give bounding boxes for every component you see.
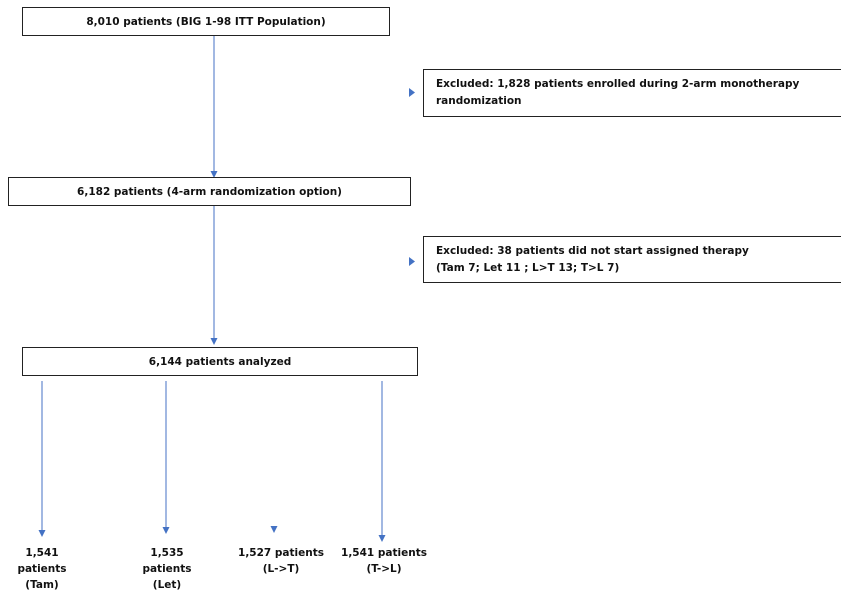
arm-tam: 1,541 patients (Tam) bbox=[17, 545, 66, 593]
arm-tam-count: 1,541 bbox=[25, 547, 59, 559]
arm-l-to-t-label: (L->T) bbox=[262, 563, 300, 575]
arrow-arm-lt-head bbox=[270, 526, 278, 533]
arm-l-to-t-count: 1,527 patients bbox=[238, 547, 324, 559]
analyzed-text: 6,144 patients analyzed bbox=[148, 355, 292, 368]
exclusion-box-1: Excluded: 1,828 patients enrolled during… bbox=[423, 69, 841, 117]
arrow-arm-tam-head bbox=[38, 530, 46, 537]
arm-t-to-l: 1,541 patients (T->L) bbox=[341, 545, 427, 577]
arm-tam-unit: patients bbox=[17, 563, 67, 575]
exclusion-2-line-2: (Tam 7; Let 11 ; L>T 13; T>L 7) bbox=[436, 262, 620, 274]
exclusion-1-arrowhead bbox=[409, 88, 415, 97]
arm-let-unit: patients bbox=[142, 563, 192, 575]
arm-let-count: 1,535 bbox=[150, 547, 184, 559]
arrow-top-to-middle-head bbox=[210, 171, 218, 178]
exclusion-2-line-1: Excluded: 38 patients did not start assi… bbox=[436, 245, 749, 257]
randomization-box: 6,182 patients (4-arm randomization opti… bbox=[8, 177, 411, 206]
arm-let: 1,535 patients (Let) bbox=[142, 545, 191, 593]
exclusion-1-line-1: Excluded: 1,828 patients enrolled during… bbox=[436, 78, 800, 90]
arrow-middle-to-analyzed-head bbox=[210, 338, 218, 345]
arrow-arm-let-head bbox=[162, 527, 170, 534]
arm-tam-label: (Tam) bbox=[25, 579, 59, 591]
arrow-arm-tl-head bbox=[378, 535, 386, 542]
population-text: 8,010 patients (BIG 1-98 ITT Population) bbox=[86, 15, 326, 28]
exclusion-box-2: Excluded: 38 patients did not start assi… bbox=[423, 236, 841, 283]
analyzed-box: 6,144 patients analyzed bbox=[22, 347, 418, 376]
exclusion-2-arrowhead bbox=[409, 257, 415, 266]
arm-let-label: (Let) bbox=[152, 579, 182, 591]
population-box: 8,010 patients (BIG 1-98 ITT Population) bbox=[22, 7, 390, 36]
randomization-text: 6,182 patients (4-arm randomization opti… bbox=[77, 185, 342, 198]
exclusion-1-line-2: randomization bbox=[436, 95, 522, 107]
arm-t-to-l-count: 1,541 patients bbox=[341, 547, 427, 559]
arm-l-to-t: 1,527 patients (L->T) bbox=[238, 545, 324, 577]
arm-t-to-l-label: (T->L) bbox=[366, 563, 402, 575]
